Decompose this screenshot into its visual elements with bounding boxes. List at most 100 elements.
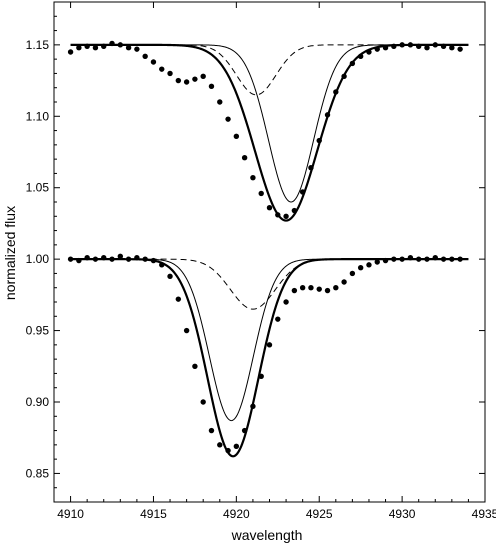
spectrum-2-data-point <box>183 327 190 334</box>
spectrum-1 <box>67 40 469 222</box>
spectrum-2-data-point <box>440 256 447 262</box>
spectrum-1-data-point <box>275 212 281 218</box>
spectrum-2-data-point <box>76 257 82 264</box>
spectrum-2-data-point <box>241 427 248 434</box>
spectrum-2-data-point <box>142 256 148 262</box>
axes: 4910 4915 4920 4925 4930 4935 0.85 0.90 0.95 1.00… <box>26 1 496 521</box>
spectrum-2-data-point <box>250 403 256 409</box>
spectrum-1-data-point <box>67 49 74 55</box>
spectrum-1-data-point <box>457 46 463 52</box>
spectrum-1-data-point <box>76 45 82 51</box>
spectrum-2-data-point <box>457 256 463 262</box>
spectrum-1-data-point <box>407 42 414 48</box>
spectrum-1-data-point <box>142 53 148 59</box>
spectrum-2-data-point <box>374 259 380 265</box>
spectrum-1-data-point <box>175 77 182 84</box>
spectrum-1-data-point <box>241 155 248 161</box>
spectrum-1-data-point <box>217 99 223 105</box>
spectrum-2-data-point <box>225 447 231 454</box>
spectrum-2-data-point <box>291 287 298 294</box>
spectrum-1-data-point <box>382 45 389 51</box>
spectrum-2-data-point <box>316 286 322 292</box>
y-tick-label: 0.90 <box>26 395 50 409</box>
spectrum-1-data-point <box>167 70 173 77</box>
spectrum-2-data-point <box>341 279 347 285</box>
spectrum-1-data-point <box>341 73 347 79</box>
spectrum-2-data-point <box>84 255 90 261</box>
spectrum-1-data-point <box>449 45 455 51</box>
y-tick-label: 1.05 <box>26 181 50 195</box>
spectrum-1-data-point <box>357 53 364 59</box>
y-tick-label: 1.10 <box>26 109 50 123</box>
x-tick-label: 4915 <box>140 507 167 521</box>
spectrum-2-data-point <box>233 443 240 449</box>
spectrum-1-data-point <box>316 137 322 144</box>
spectrum-1-data-point <box>283 213 289 219</box>
spectrum-1-data-point <box>92 45 99 51</box>
plot-area <box>67 40 469 458</box>
spectrum-2-data-point <box>258 373 264 379</box>
spectrum-1-data-point <box>192 76 198 82</box>
spectrum-1-data-point <box>84 43 90 49</box>
spectrum-2-data-point <box>283 299 289 305</box>
spectrum-1-data-point <box>134 46 140 52</box>
spectrum-1-data-point <box>183 79 190 85</box>
spectrum-2-data-point <box>349 270 356 277</box>
x-axis-label: wavelength <box>231 527 303 543</box>
spectrum-1-data-point <box>399 42 405 48</box>
spectrum-1-data-point <box>299 189 306 195</box>
spectrum-2-data-point <box>324 287 331 294</box>
spectrum-2-data-point <box>208 427 215 434</box>
spectrum-1-data-point <box>266 205 273 211</box>
spectrum-2-data-point <box>415 256 422 262</box>
spectrum-2-data-point <box>167 273 173 279</box>
spectrum-1-data-point <box>225 116 231 122</box>
spectrum-1-data-point <box>101 43 107 49</box>
spectrum-2-data-point <box>125 256 132 262</box>
spectrum-2-data-point <box>366 262 372 268</box>
spectrum-2-data-point <box>109 256 115 262</box>
spectrum-2-data-point <box>382 257 389 264</box>
spectrum-1-data-point <box>208 83 215 89</box>
y-tick-label: 0.85 <box>26 466 50 480</box>
spectrum-2-data-point <box>67 256 74 262</box>
spectrum-1-data-point <box>366 49 372 55</box>
spectrum-2-data-point <box>101 255 107 261</box>
x-tick-label: 4935 <box>472 507 496 521</box>
spectrum-1-data-point <box>324 112 331 118</box>
spectrum-1-data-point <box>415 43 422 49</box>
spectrum-1-data-point <box>117 42 124 48</box>
spectrum-2-data-point <box>266 342 273 348</box>
spectrum-2-data-point <box>333 285 339 291</box>
spectrum-2-data-point <box>159 262 165 268</box>
spectrum-1-data-point <box>291 207 298 214</box>
y-tick-label: 1.00 <box>26 252 50 266</box>
spectrum-2-data-point <box>92 256 99 262</box>
spectrum-1-data-point <box>200 73 206 79</box>
spectrum-1-data-point <box>250 175 256 181</box>
spectrum-2-data-point <box>299 285 306 291</box>
spectrum-1-data-point <box>391 43 397 49</box>
spectrum-2-data-point <box>275 316 281 322</box>
spectrum-1-data-point <box>125 45 132 51</box>
spectrum-2-data-point <box>150 257 157 264</box>
spectrum-1-data-point <box>349 60 356 67</box>
x-tick-label: 4920 <box>223 507 250 521</box>
y-tick-label: 0.95 <box>26 324 50 338</box>
spectrum-2-data-point <box>175 296 182 302</box>
spectrum-2-data-point <box>192 363 198 369</box>
x-tick-label: 4925 <box>306 507 333 521</box>
spectrum-2-data-point <box>432 255 438 261</box>
y-tick-label: 1.15 <box>26 38 50 52</box>
spectrum-2-data-point <box>407 255 414 261</box>
spectrum-1-data-point <box>440 43 447 49</box>
x-tick-label: 4930 <box>389 507 416 521</box>
spectrum-2-data-point <box>308 285 314 291</box>
spectrum-1-data-point <box>109 40 115 47</box>
spectrum-1-data-point <box>258 190 264 197</box>
spectrum-2-data-point <box>357 265 364 271</box>
spectrum-2-data-point <box>424 256 430 262</box>
spectrum-1-data-point <box>432 42 438 48</box>
